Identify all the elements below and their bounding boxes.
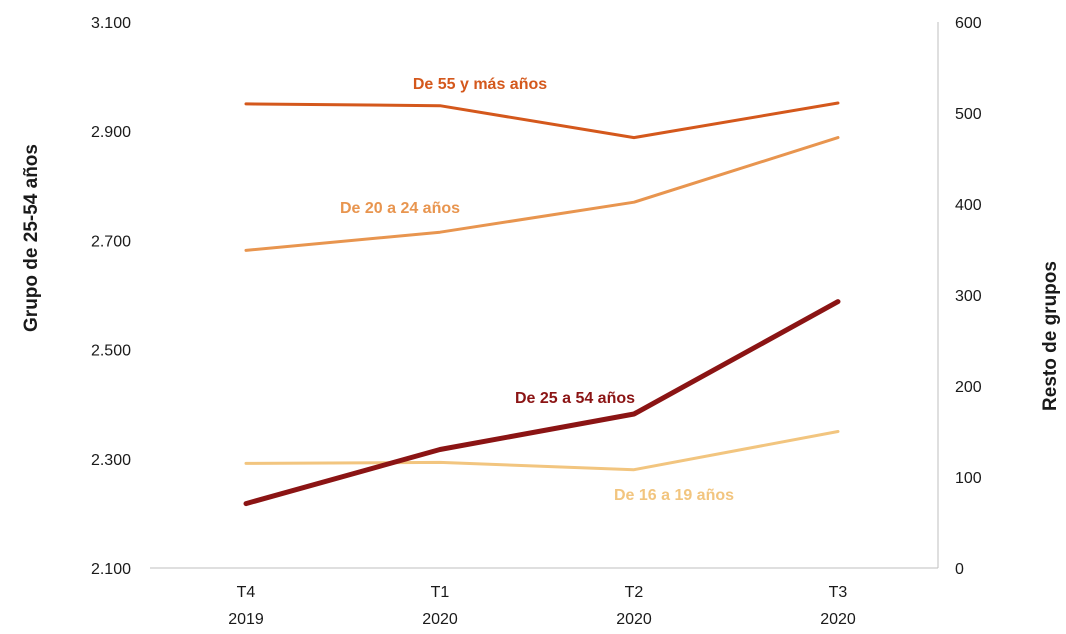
series-labels: De 55 y más años De 20 a 24 años De 25 a 5… <box>340 76 734 504</box>
series-lines <box>243 101 841 507</box>
left-y-tick-label: 2.300 <box>91 452 131 469</box>
right-y-tick-label: 0 <box>955 561 964 578</box>
series-line <box>243 299 841 507</box>
x-tick-label: T3 <box>829 584 848 601</box>
x-tick-label: T4 <box>237 584 256 601</box>
right-y-tick-label: 300 <box>955 288 982 305</box>
series-label: De 20 a 24 años <box>340 200 460 217</box>
series-label: De 55 y más años <box>413 76 547 93</box>
right-y-tick-label: 400 <box>955 197 982 214</box>
x-tick-label-year: 2020 <box>820 611 856 628</box>
chart-axes <box>150 22 939 569</box>
series-label: De 25 a 54 años <box>515 390 635 407</box>
y-axis-title-right: Resto de grupos <box>1040 261 1061 411</box>
x-tick-label-year: 2019 <box>228 611 264 628</box>
x-tick-label-year: 2020 <box>616 611 652 628</box>
right-y-tick-label: 600 <box>955 15 982 32</box>
left-y-tick-label: 2.900 <box>91 124 131 141</box>
right-y-tick-label: 500 <box>955 106 982 123</box>
x-tick-label: T2 <box>625 584 644 601</box>
left-y-tick-label: 2.500 <box>91 343 131 360</box>
left-y-tick-label: 2.100 <box>91 561 131 578</box>
x-tick-label-year: 2020 <box>422 611 458 628</box>
left-y-tick-label: 2.700 <box>91 233 131 250</box>
series-label: De 16 a 19 años <box>614 487 734 504</box>
left-y-tick-label: 3.100 <box>91 15 131 32</box>
right-y-tick-label: 200 <box>955 379 982 396</box>
series-line <box>244 136 840 252</box>
y-axis-title-left: Grupo de 25-54 años <box>21 144 42 332</box>
series-line <box>244 430 840 472</box>
tick-labels: 2.100 2.300 2.500 2.700 2.900 3.100 0 100 200 300… <box>91 15 982 628</box>
right-y-tick-label: 100 <box>955 470 982 487</box>
x-tick-label: T1 <box>431 584 450 601</box>
series-line <box>244 101 840 140</box>
